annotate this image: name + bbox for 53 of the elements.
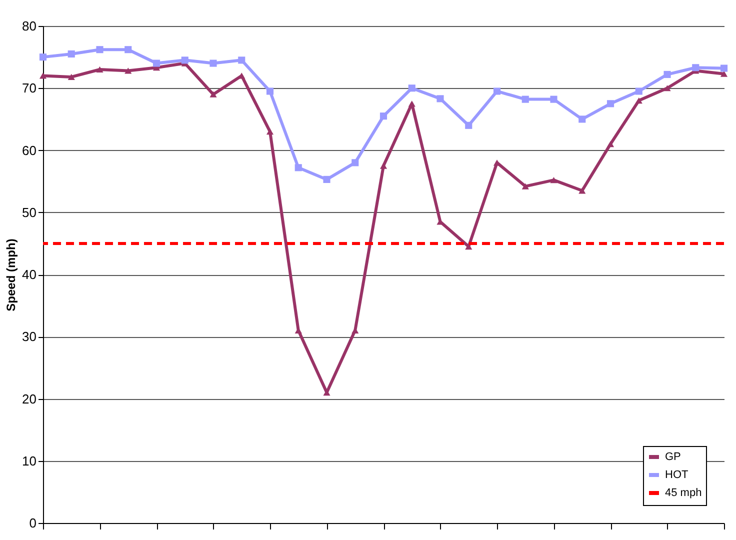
point — [380, 112, 388, 120]
point — [39, 72, 47, 79]
y-tick-label: 30 — [22, 329, 36, 344]
y-tick-label: 80 — [22, 18, 36, 34]
y-tick-label: 40 — [22, 267, 36, 282]
point — [96, 46, 104, 54]
y-tick-label: 50 — [22, 204, 36, 220]
point — [664, 70, 671, 78]
y-tick-label: 0 — [29, 516, 36, 530]
point — [465, 122, 472, 129]
point — [436, 95, 444, 102]
point — [522, 183, 529, 190]
point — [152, 60, 160, 67]
y-tick-label: 10 — [22, 453, 36, 468]
legend-label: GP — [665, 451, 681, 463]
point — [408, 100, 416, 107]
point — [266, 88, 274, 95]
point — [68, 50, 75, 58]
point — [380, 162, 388, 169]
point — [692, 64, 700, 72]
point — [720, 64, 728, 72]
legend-label: HOT — [665, 469, 688, 481]
point — [522, 96, 529, 103]
y-tick-label: 20 — [22, 391, 36, 406]
point — [493, 88, 501, 95]
point — [578, 116, 586, 123]
point — [550, 177, 558, 184]
y-tick-label: 70 — [22, 80, 36, 96]
point — [294, 164, 302, 172]
point — [96, 66, 104, 73]
point — [664, 85, 671, 92]
point — [124, 46, 132, 54]
point — [720, 70, 728, 77]
point — [408, 84, 416, 92]
point — [578, 188, 586, 194]
point — [124, 68, 132, 74]
point — [323, 176, 330, 183]
point — [550, 96, 558, 103]
point — [68, 74, 75, 80]
point — [210, 60, 217, 67]
point — [352, 159, 359, 166]
point — [635, 97, 642, 104]
point — [606, 140, 614, 148]
point — [606, 100, 614, 108]
point — [181, 56, 188, 64]
point — [210, 91, 217, 98]
point — [266, 128, 274, 135]
y-axis-title: Speed (mph) — [4, 238, 18, 312]
y-tick-label: 60 — [22, 142, 36, 158]
point — [238, 56, 246, 64]
point — [635, 88, 642, 95]
legend-label: 45 mph — [665, 487, 702, 499]
point — [39, 54, 47, 61]
